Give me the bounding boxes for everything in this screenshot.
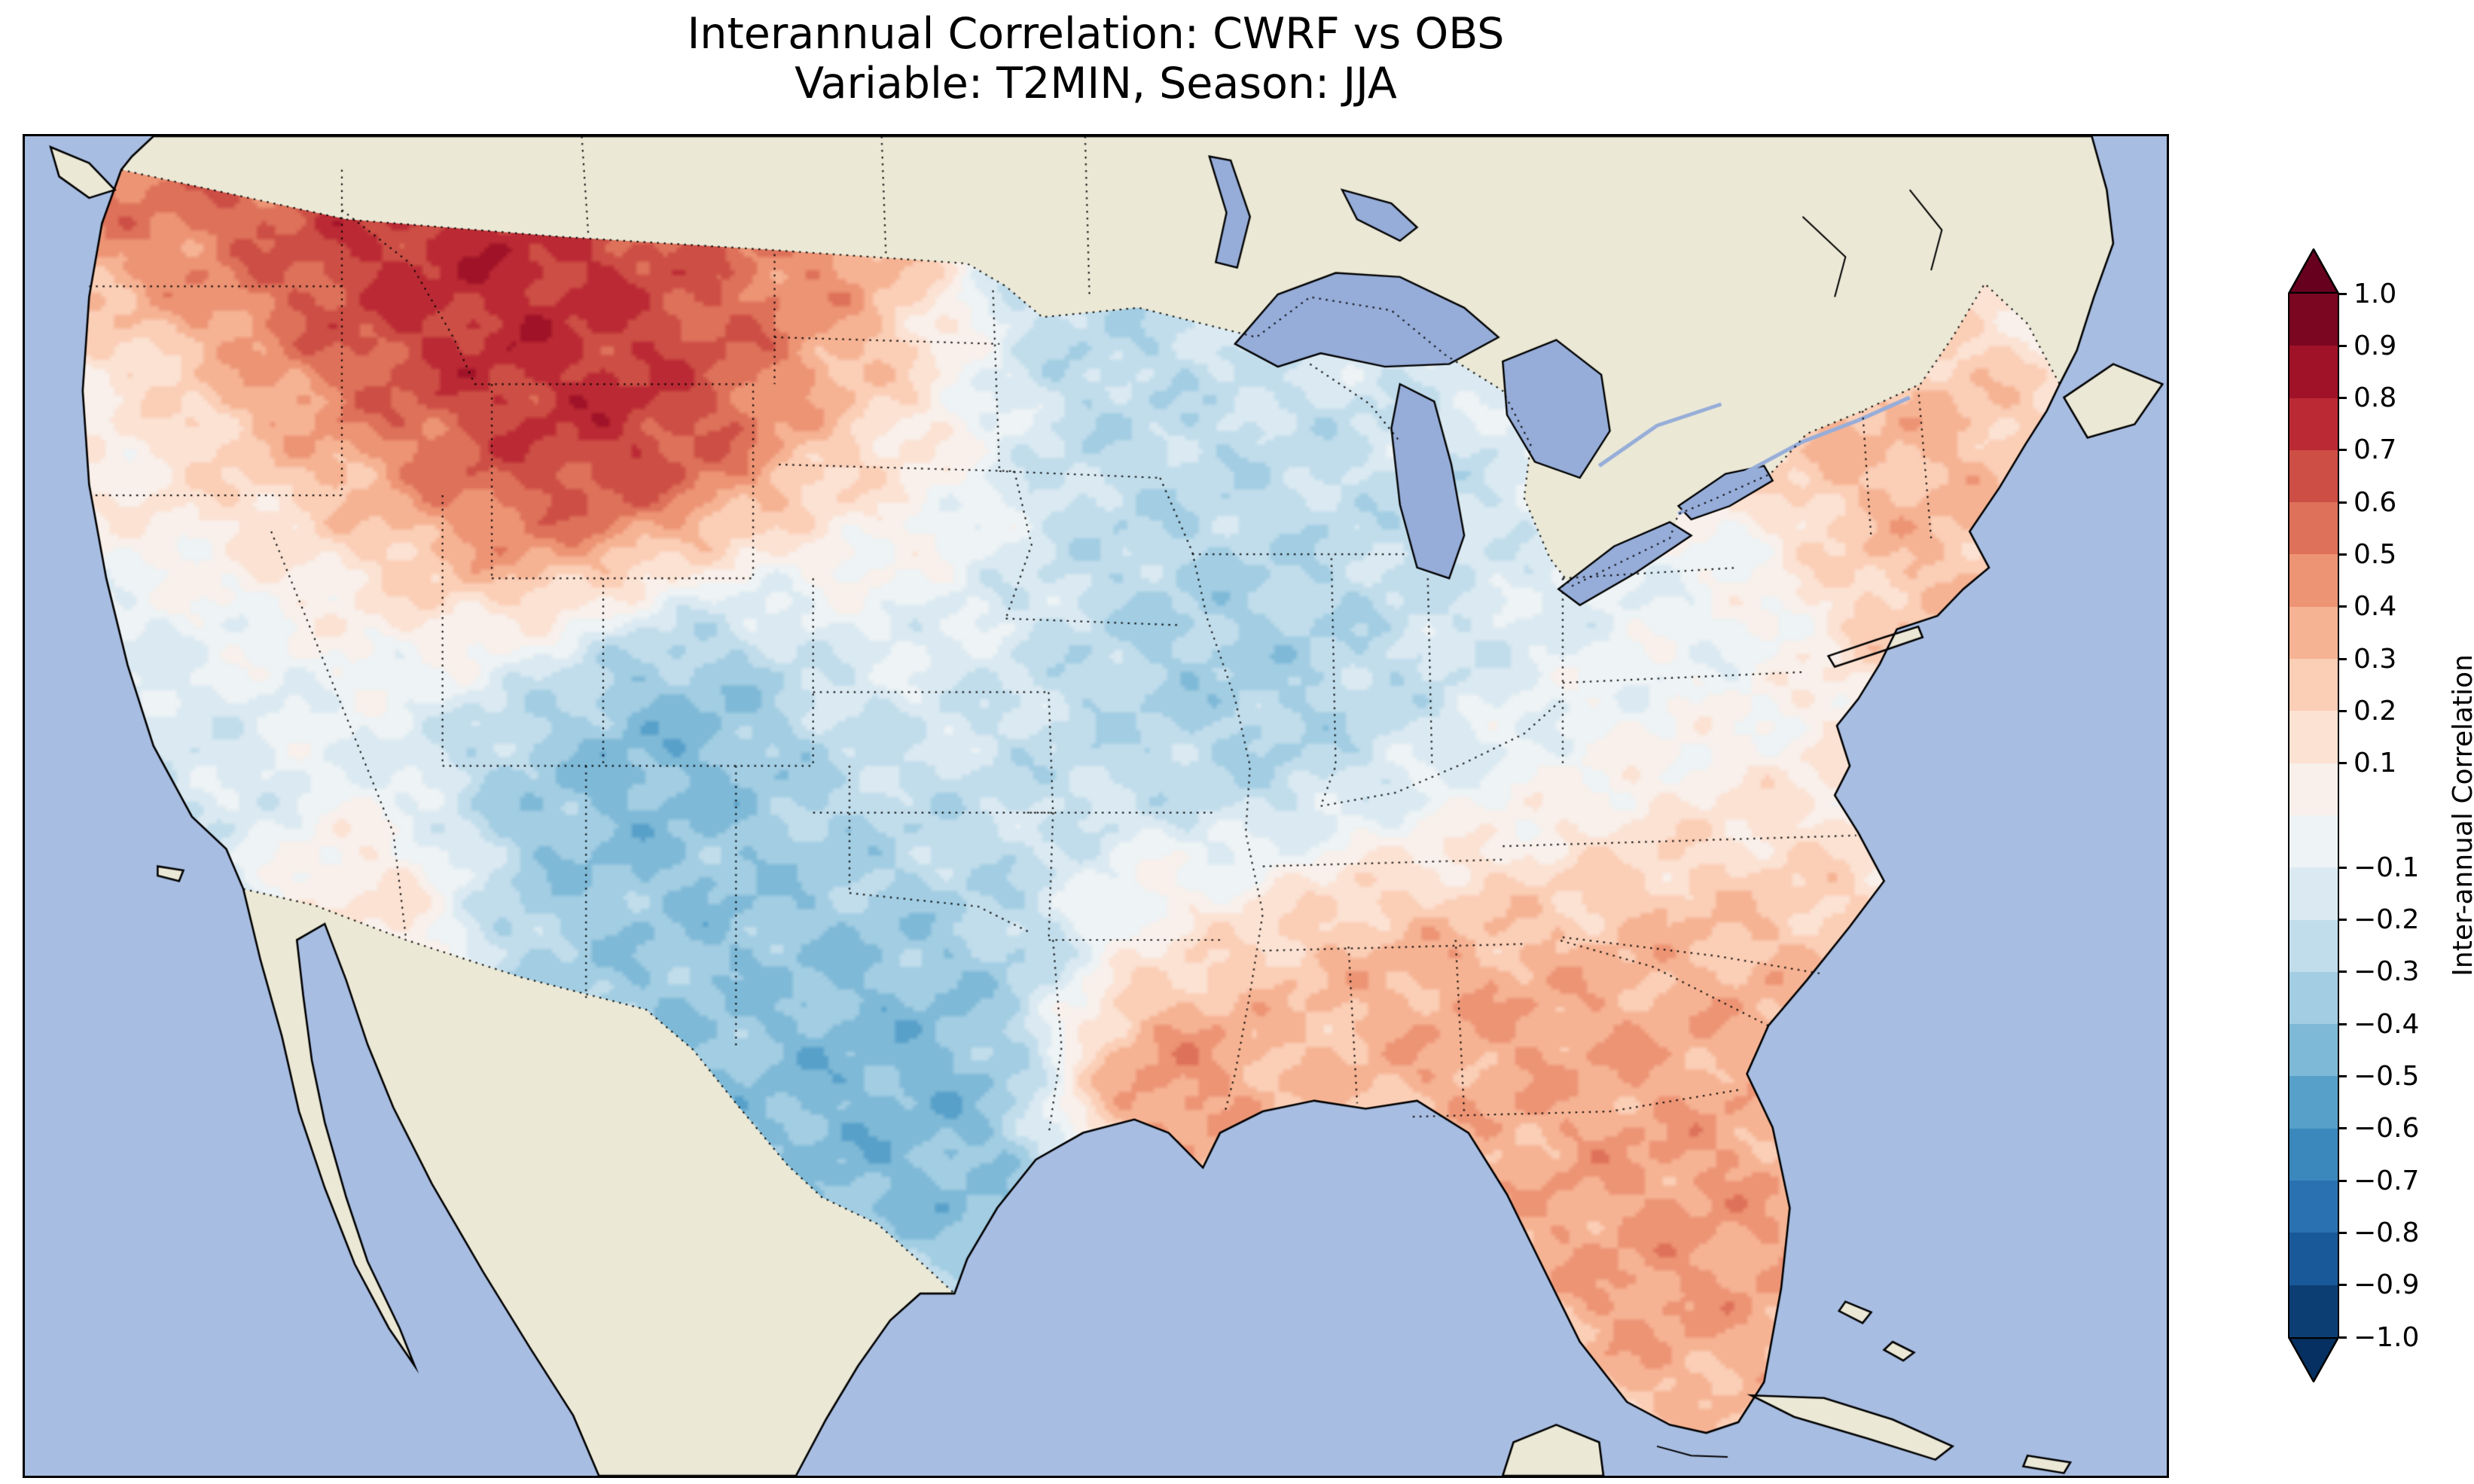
colorbar-band bbox=[2289, 971, 2338, 1025]
colorbar-tickmark bbox=[2339, 1127, 2347, 1130]
colorbar-tickmark bbox=[2339, 866, 2347, 869]
map-canvas bbox=[25, 136, 2167, 1476]
colorbar-tickmark bbox=[2339, 605, 2347, 608]
colorbar-tick: −1.0 bbox=[2339, 1321, 2419, 1354]
colorbar-label-wrap: Inter-annual Correlation bbox=[2448, 294, 2474, 1337]
colorbar-tick-label: −0.5 bbox=[2354, 1061, 2420, 1092]
colorbar-band bbox=[2289, 398, 2338, 450]
colorbar-tick-label: 0.2 bbox=[2354, 695, 2397, 727]
colorbar-tickmark bbox=[2339, 1231, 2347, 1234]
colorbar-band bbox=[2289, 606, 2338, 660]
colorbar-tick-label: −0.3 bbox=[2354, 956, 2420, 988]
colorbar-band bbox=[2289, 815, 2338, 868]
colorbar-band bbox=[2289, 1076, 2338, 1129]
colorbar-label: Inter-annual Correlation bbox=[2448, 654, 2474, 977]
colorbar-band bbox=[2289, 294, 2338, 346]
colorbar-tick: 1.0 bbox=[2339, 277, 2396, 310]
colorbar-tick-label: −0.6 bbox=[2354, 1113, 2420, 1144]
colorbar-tick: −0.7 bbox=[2339, 1164, 2419, 1197]
colorbar-tickmark bbox=[2339, 1179, 2347, 1182]
colorbar-band bbox=[2289, 711, 2338, 763]
colorbar-tick-label: −0.9 bbox=[2354, 1269, 2420, 1301]
colorbar-tickmark bbox=[2339, 449, 2347, 452]
colorbar-tickmark bbox=[2339, 344, 2347, 347]
colorbar-tick-label: 0.1 bbox=[2354, 748, 2397, 779]
colorbar-tick: 0.5 bbox=[2339, 538, 2396, 571]
colorbar-tickmark bbox=[2339, 501, 2347, 504]
colorbar-ticks: 1.0 0.9 0.8 0.7 0.6 0.5 0.4 0.3 0.2 0.1 −0.1 −0.2 −0… bbox=[2339, 279, 2469, 1353]
colorbar-tickmark bbox=[2339, 1075, 2347, 1077]
colorbar-tick: −0.8 bbox=[2339, 1216, 2419, 1249]
page-title: Interannual Correlation: CWRF vs OBS Var… bbox=[23, 9, 2169, 108]
colorbar-tickmark bbox=[2339, 762, 2347, 765]
colorbar-tick-label: 0.6 bbox=[2354, 486, 2397, 518]
colorbar-arrow-bottom bbox=[2288, 1337, 2339, 1382]
colorbar-tick-label: 0.8 bbox=[2354, 382, 2397, 414]
title-line-1: Interannual Correlation: CWRF vs OBS bbox=[687, 9, 1505, 59]
colorbar-band bbox=[2289, 763, 2338, 815]
map-axes bbox=[23, 134, 2169, 1478]
colorbar-band bbox=[2289, 1128, 2338, 1181]
colorbar-tick-label: −0.2 bbox=[2354, 904, 2420, 936]
colorbar-tick-label: 0.5 bbox=[2354, 539, 2397, 570]
colorbar-tick-label: 0.9 bbox=[2354, 330, 2397, 361]
colorbar-tick: −0.2 bbox=[2339, 904, 2419, 937]
colorbar-tickmark bbox=[2339, 292, 2347, 295]
colorbar-band bbox=[2289, 1024, 2338, 1077]
colorbar-band bbox=[2289, 1284, 2338, 1337]
colorbar-tick-label: −0.7 bbox=[2354, 1165, 2420, 1196]
colorbar-tick-label: −0.1 bbox=[2354, 852, 2420, 883]
colorbar-band bbox=[2289, 867, 2338, 920]
colorbar-tickmark bbox=[2339, 657, 2347, 660]
colorbar-tick: −0.9 bbox=[2339, 1269, 2419, 1302]
colorbar-tick-label: 0.3 bbox=[2354, 643, 2397, 675]
colorbar-band bbox=[2289, 554, 2338, 607]
colorbar-bands bbox=[2288, 294, 2339, 1337]
colorbar-band bbox=[2289, 1181, 2338, 1233]
colorbar-tick-label: −0.4 bbox=[2354, 1008, 2420, 1040]
title-line-2: Variable: T2MIN, Season: JJA bbox=[795, 59, 1397, 108]
colorbar-tick: 0.4 bbox=[2339, 590, 2396, 623]
colorbar-tick: 0.1 bbox=[2339, 747, 2396, 780]
colorbar-band bbox=[2289, 1233, 2338, 1285]
colorbar-band bbox=[2289, 449, 2338, 503]
colorbar-tickmark bbox=[2339, 709, 2347, 712]
colorbar-tick-label: 0.7 bbox=[2354, 434, 2397, 466]
colorbar-tick: 0.8 bbox=[2339, 382, 2396, 415]
colorbar-tick: 0.7 bbox=[2339, 434, 2396, 467]
colorbar-band bbox=[2289, 346, 2338, 398]
colorbar-tick: −0.4 bbox=[2339, 1007, 2419, 1041]
colorbar-tick: −0.5 bbox=[2339, 1060, 2419, 1093]
colorbar-arrow-top bbox=[2288, 248, 2339, 294]
colorbar-tick-label: −1.0 bbox=[2354, 1321, 2420, 1353]
colorbar-tickmark bbox=[2339, 553, 2347, 556]
colorbar-tick: 0.9 bbox=[2339, 329, 2396, 362]
colorbar-band bbox=[2289, 659, 2338, 712]
colorbar-band bbox=[2289, 919, 2338, 972]
colorbar-tick: −0.6 bbox=[2339, 1112, 2419, 1145]
colorbar-tick: −0.3 bbox=[2339, 955, 2419, 989]
colorbar-tick: −0.1 bbox=[2339, 851, 2419, 884]
colorbar: 1.0 0.9 0.8 0.7 0.6 0.5 0.4 0.3 0.2 0.1 −0.1 −0.2 −0… bbox=[2288, 248, 2474, 1382]
colorbar-tick: 0.3 bbox=[2339, 642, 2396, 675]
colorbar-tickmark bbox=[2339, 1284, 2347, 1287]
colorbar-tick-label: −0.8 bbox=[2354, 1217, 2420, 1248]
colorbar-tick-label: 0.4 bbox=[2354, 591, 2397, 623]
colorbar-band bbox=[2289, 502, 2338, 555]
colorbar-tickmark bbox=[2339, 919, 2347, 922]
colorbar-tickmark bbox=[2339, 1022, 2347, 1025]
colorbar-tickmark bbox=[2339, 397, 2347, 400]
colorbar-tick: 0.6 bbox=[2339, 486, 2396, 519]
colorbar-tickmark bbox=[2339, 971, 2347, 974]
colorbar-tick: 0.2 bbox=[2339, 694, 2396, 727]
colorbar-tick-label: 1.0 bbox=[2354, 278, 2397, 309]
colorbar-tickmark bbox=[2339, 1336, 2347, 1339]
